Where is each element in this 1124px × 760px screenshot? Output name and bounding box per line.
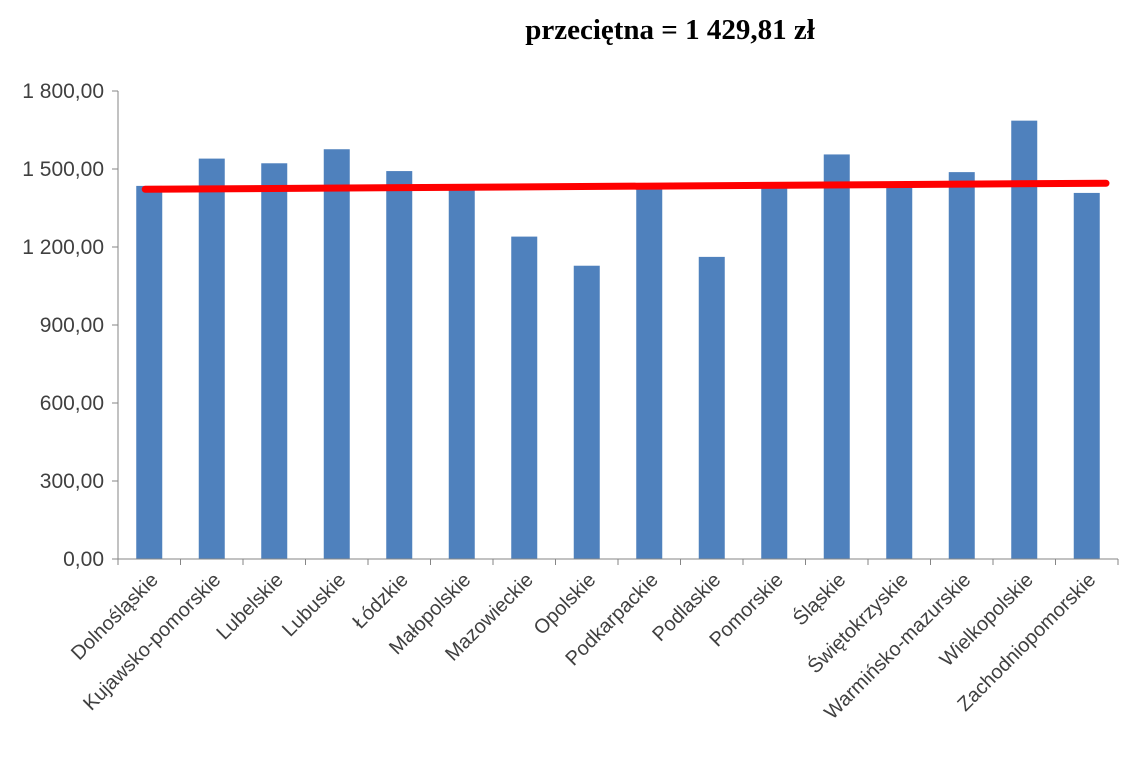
y-tick-label: 900,00 [40, 314, 104, 337]
chart-title: przeciętna = 1 429,81 zł [525, 14, 815, 46]
bar [386, 171, 413, 559]
y-axis: 0,00 300,00 600,00 900,00 1 200,00 1 500,00 1 … [22, 80, 119, 571]
bar [198, 158, 225, 559]
bar [136, 185, 163, 559]
y-tick-label: 300,00 [40, 470, 104, 493]
average-line-layer [141, 179, 1110, 193]
y-tick-label: 600,00 [40, 392, 104, 415]
bar [1011, 120, 1038, 559]
y-tick-label: 1 500,00 [22, 158, 104, 181]
x-tick-label: Łódzkie [348, 569, 412, 633]
bar [698, 256, 725, 559]
bar [636, 187, 663, 559]
y-tick-label: 0,00 [63, 548, 104, 571]
bar [573, 265, 600, 559]
bar [761, 184, 788, 559]
bar [1073, 192, 1100, 560]
bar-series [136, 120, 1100, 560]
y-tick-label: 1 200,00 [22, 236, 104, 259]
y-tick-label: 1 800,00 [22, 80, 104, 103]
x-axis: DolnośląskieKujawsko-pomorskieLubelskieL… [67, 558, 1119, 724]
bar [886, 187, 913, 559]
bar [448, 184, 475, 559]
bar [948, 172, 975, 559]
x-tick-label: Lubuskie [278, 569, 350, 641]
x-tick-label: Lubelskie [212, 569, 287, 644]
bar [323, 149, 350, 560]
bar [511, 236, 538, 559]
bar [823, 154, 850, 559]
x-tick-label: Śląskie [788, 568, 851, 631]
bar [261, 163, 288, 559]
average-reference-line [141, 179, 1110, 193]
